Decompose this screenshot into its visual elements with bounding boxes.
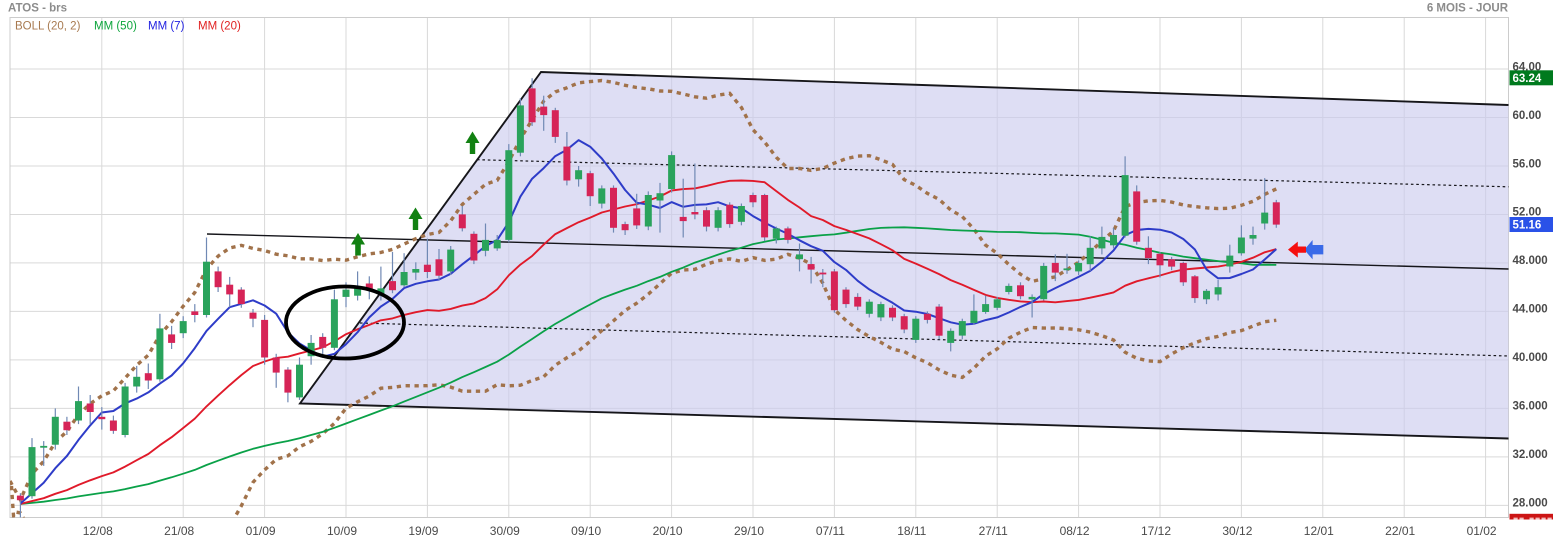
svg-text:18/11: 18/11 — [897, 524, 926, 538]
svg-text:30/09: 30/09 — [490, 524, 520, 538]
svg-text:44.000: 44.000 — [1513, 304, 1548, 316]
svg-text:60.00: 60.00 — [1513, 110, 1542, 122]
svg-text:MM (20): MM (20) — [198, 21, 241, 33]
svg-text:64.00: 64.00 — [1513, 61, 1542, 73]
svg-text:MM (7): MM (7) — [148, 21, 185, 33]
svg-text:BOLL (20, 2): BOLL (20, 2) — [15, 21, 81, 33]
svg-text:63.24: 63.24 — [1513, 73, 1542, 85]
svg-text:12/08: 12/08 — [83, 524, 113, 538]
svg-text:48.000: 48.000 — [1513, 255, 1548, 267]
svg-text:09/10: 09/10 — [571, 524, 601, 538]
svg-text:08/12: 08/12 — [1060, 524, 1090, 538]
svg-text:10/09: 10/09 — [327, 524, 357, 538]
svg-text:07/11: 07/11 — [816, 524, 845, 538]
svg-text:19/09: 19/09 — [408, 524, 438, 538]
svg-text:56.00: 56.00 — [1513, 158, 1542, 170]
svg-text:ATOS - brs: ATOS - brs — [8, 3, 67, 15]
svg-text:6 MOIS - JOUR: 6 MOIS - JOUR — [1427, 3, 1509, 15]
svg-text:22/01: 22/01 — [1385, 524, 1415, 538]
svg-text:29/10: 29/10 — [734, 524, 764, 538]
svg-text:20/10: 20/10 — [653, 524, 683, 538]
svg-text:40.000: 40.000 — [1513, 352, 1548, 364]
svg-text:36.000: 36.000 — [1513, 401, 1548, 413]
svg-text:27/11: 27/11 — [979, 524, 1008, 538]
svg-text:52.00: 52.00 — [1513, 207, 1542, 219]
svg-text:21/08: 21/08 — [164, 524, 194, 538]
svg-text:51.16: 51.16 — [1513, 220, 1542, 232]
svg-text:MM (50): MM (50) — [94, 21, 137, 33]
svg-text:12/01: 12/01 — [1304, 524, 1334, 538]
svg-text:32.000: 32.000 — [1513, 449, 1548, 461]
svg-text:28.000: 28.000 — [1513, 498, 1548, 510]
svg-text:30/12: 30/12 — [1222, 524, 1252, 538]
svg-text:17/12: 17/12 — [1141, 524, 1171, 538]
svg-text:01/09: 01/09 — [246, 524, 276, 538]
svg-text:01/02: 01/02 — [1467, 524, 1497, 538]
